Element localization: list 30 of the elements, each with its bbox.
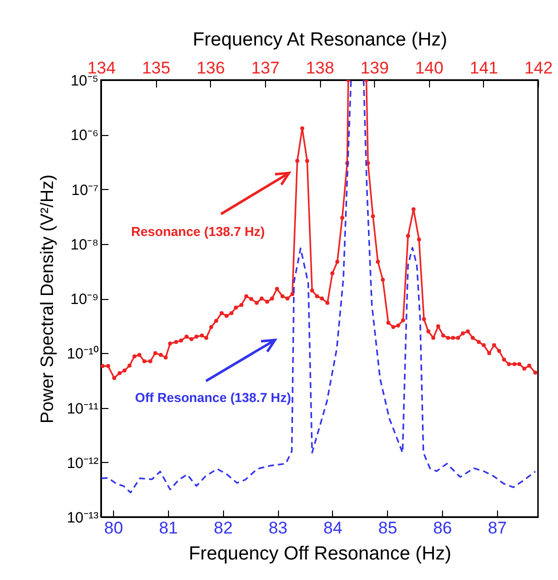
y-tick-label: 10⁻⁷ bbox=[71, 182, 98, 199]
x2-tick-label: 140 bbox=[415, 58, 444, 78]
x2-tick-label: 135 bbox=[142, 58, 170, 78]
x-axis-title: Frequency Off Resonance (Hz) bbox=[188, 544, 452, 564]
x2-tick-label: 139 bbox=[360, 58, 389, 78]
y-tick-label: 10⁻¹⁰ bbox=[66, 346, 98, 363]
y-tick-label: 10⁻¹² bbox=[66, 454, 98, 472]
x2-axis-title: Frequency At Resonance (Hz) bbox=[192, 30, 448, 50]
x-tick-label: 87 bbox=[488, 518, 507, 538]
x-tick-label: 82 bbox=[214, 518, 233, 538]
x2-tick-label: 142 bbox=[524, 58, 553, 78]
x-tick-label: 83 bbox=[268, 518, 288, 538]
y-tick-label: 10⁻⁹ bbox=[70, 291, 98, 308]
x-tick-label: 86 bbox=[433, 518, 452, 538]
x2-tick-label: 141 bbox=[470, 58, 498, 78]
x-tick-label: 85 bbox=[378, 518, 398, 538]
x-tick-label: 81 bbox=[158, 518, 178, 538]
y-tick-label: 10⁻¹³ bbox=[66, 510, 98, 526]
series-label: Off Resonance (138.7 Hz) bbox=[134, 390, 292, 405]
x-tick-label: 84 bbox=[323, 518, 342, 538]
y-tick-label: 10⁻⁵ bbox=[70, 72, 98, 90]
x-tick-label: 80 bbox=[104, 518, 124, 538]
y-tick-label: 10⁻⁶ bbox=[70, 127, 98, 144]
x2-tick-label: 138 bbox=[306, 58, 334, 78]
y-tick-label: 10⁻¹¹ bbox=[66, 400, 98, 418]
y-tick-label: 10⁻⁸ bbox=[70, 236, 98, 254]
x2-tick-label: 137 bbox=[251, 58, 280, 78]
x2-tick-label: 136 bbox=[196, 58, 225, 78]
y-axis-title: Power Spectral Density (V²/Hz) bbox=[36, 174, 57, 424]
text: Resonance (138.7 Hz) bbox=[131, 224, 265, 239]
